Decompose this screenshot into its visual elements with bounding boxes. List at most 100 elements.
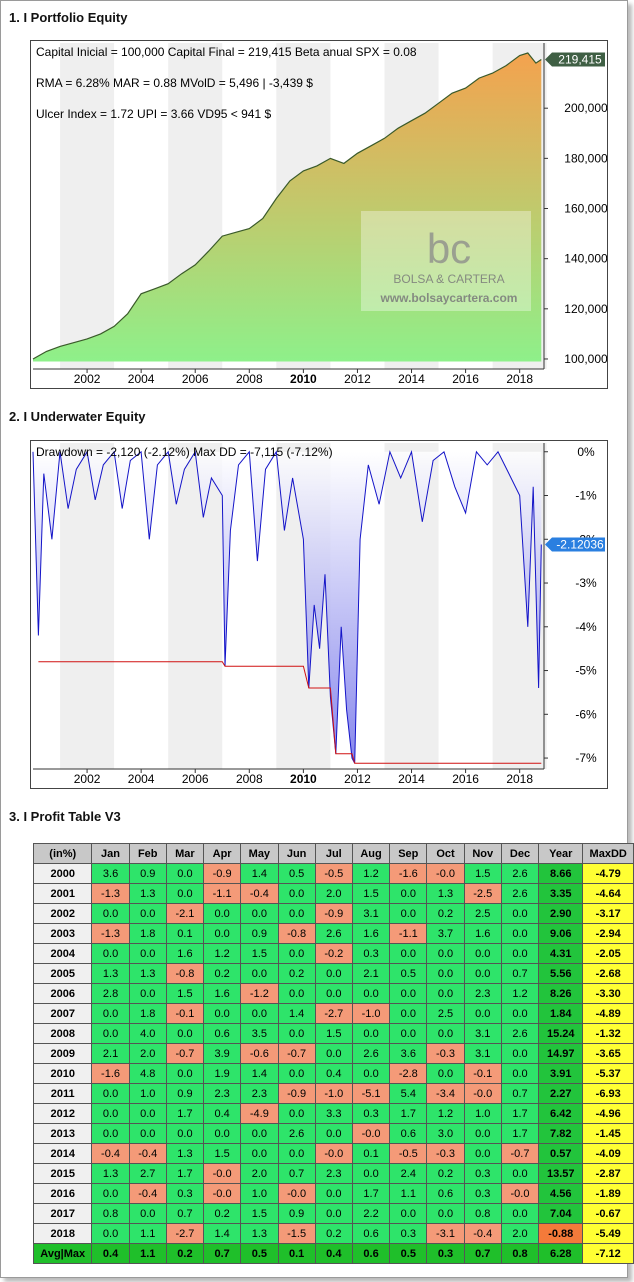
year-band — [60, 43, 115, 369]
month-cell: 0.8 — [500, 1243, 540, 1264]
underwater-last-label: -2.12036 — [556, 538, 604, 552]
month-cell: -0.7 — [165, 1043, 205, 1064]
maxdd-cell: -4.09 — [582, 1143, 634, 1164]
month-cell: -0.2 — [314, 943, 353, 964]
month-cell: 0.2 — [203, 963, 242, 984]
month-cell: -2.8 — [389, 1063, 428, 1084]
month-cell: 0.0 — [91, 1123, 130, 1144]
month-cell: 0.0 — [165, 1123, 205, 1144]
month-cell: -3.4 — [426, 1083, 465, 1104]
max-drawdown-line — [38, 661, 542, 764]
month-cell: 2.6 — [351, 1043, 391, 1064]
month-cell: 3.7 — [426, 923, 465, 944]
month-cell: 0.9 — [240, 923, 279, 944]
month-cell: 0.0 — [500, 1043, 540, 1064]
month-cell: 0.0 — [128, 1203, 167, 1224]
year-total-cell: 13.57 — [538, 1163, 584, 1184]
year-total-cell: 6.42 — [538, 1103, 584, 1124]
month-cell: 0.0 — [277, 1063, 316, 1084]
month-cell: -0.9 — [277, 1083, 316, 1104]
month-cell: -1.3 — [91, 923, 130, 944]
month-cell: 0.0 — [165, 1023, 205, 1044]
maxdd-cell: -1.45 — [582, 1123, 634, 1144]
year-total-cell: 6.28 — [538, 1243, 584, 1264]
month-cell: -1.6 — [389, 863, 428, 884]
month-cell: 0.0 — [128, 943, 167, 964]
equity-area — [33, 53, 542, 362]
month-cell: 1.3 — [240, 1223, 279, 1244]
maxdd-cell: -3.30 — [582, 983, 634, 1004]
month-cell: 1.6 — [203, 983, 242, 1004]
month-cell: 1.3 — [128, 883, 167, 904]
month-cell: 1.2 — [500, 983, 540, 1004]
month-cell: 0.0 — [277, 883, 316, 904]
table-row: 2017 0.8 0.0 0.7 0.2 1.5 0.9 0.0 2.2 0.0 0.0 0.8 0.0… — [32, 1203, 634, 1224]
month-cell: 0.0 — [314, 963, 353, 984]
month-cell: 2.6 — [500, 883, 540, 904]
month-cell: 0.3 — [351, 943, 391, 964]
month-cell: 1.6 — [463, 923, 502, 944]
row-year: 2010 — [32, 1063, 93, 1084]
month-cell: 0.5 — [277, 863, 316, 884]
x-tick-label: 2010 — [290, 372, 317, 386]
month-cell: 2.1 — [91, 1043, 130, 1064]
month-cell: 0.0 — [314, 983, 353, 1004]
month-cell: 0.0 — [389, 943, 428, 964]
year-total-cell: 4.56 — [538, 1183, 584, 1204]
month-cell: 0.7 — [203, 1243, 242, 1264]
year-total-cell: 1.84 — [538, 1003, 584, 1024]
month-cell: 2.3 — [203, 1083, 242, 1104]
row-year: 2003 — [32, 923, 93, 944]
month-cell: 0.7 — [463, 1243, 502, 1264]
year-total-cell: 0.57 — [538, 1143, 584, 1164]
underwater-line — [32, 449, 542, 764]
month-cell: 0.7 — [500, 963, 540, 984]
month-cell: 0.0 — [463, 1143, 502, 1164]
x-tick-label: 2004 — [128, 372, 155, 386]
month-cell: 1.3 — [165, 1143, 205, 1164]
year-total-cell: 8.26 — [538, 983, 584, 1004]
month-cell: 0.0 — [463, 963, 502, 984]
month-cell: 0.0 — [91, 1103, 130, 1124]
month-cell: 0.2 — [426, 1163, 465, 1184]
month-cell: 1.0 — [463, 1103, 502, 1124]
month-cell: 0.3 — [426, 1243, 465, 1264]
month-cell: 3.6 — [389, 1043, 428, 1064]
month-cell: -0.9 — [314, 903, 353, 924]
month-cell: 0.0 — [463, 1003, 502, 1024]
underwater-stat-line1: Drawdown = -2,120 (-2.12%) Max DD = -7,1… — [36, 445, 333, 459]
month-cell: -0.8 — [277, 923, 316, 944]
month-cell: 2.6 — [500, 863, 540, 884]
month-cell: 0.1 — [277, 1243, 316, 1264]
column-header: May — [240, 843, 279, 864]
row-year: 2006 — [32, 983, 93, 1004]
table-row: 2011 0.0 1.0 0.9 2.3 2.3 -0.9 -1.0 -5.1 5.4 -3.4 -0… — [32, 1083, 634, 1104]
month-cell: 1.5 — [314, 1023, 353, 1044]
month-cell: -0.0 — [351, 1123, 391, 1144]
column-header: Year — [538, 843, 584, 864]
row-year: 2012 — [32, 1103, 93, 1124]
month-cell: 2.7 — [128, 1163, 167, 1184]
x-tick-label: 2002 — [74, 372, 101, 386]
month-cell: 0.7 — [277, 1163, 316, 1184]
underwater-section-title: 2. I Underwater Equity — [9, 409, 146, 424]
month-cell: 0.0 — [426, 943, 465, 964]
maxdd-cell: -1.89 — [582, 1183, 634, 1204]
column-header: (in%) — [32, 843, 93, 864]
month-cell: 2.8 — [91, 983, 130, 1004]
month-cell: 1.9 — [203, 1063, 242, 1084]
month-cell: 0.0 — [351, 1023, 391, 1044]
column-header: Nov — [463, 843, 502, 864]
month-cell: -1.5 — [277, 1223, 316, 1244]
y-tick-label: -1% — [575, 489, 597, 503]
row-year: 2001 — [32, 883, 93, 904]
y-tick-label: 0% — [577, 445, 595, 459]
month-cell: 0.8 — [91, 1203, 130, 1224]
month-cell: -0.4 — [240, 883, 279, 904]
month-cell: 0.0 — [128, 983, 167, 1004]
month-cell: -2.1 — [165, 903, 205, 924]
month-cell: 1.8 — [128, 1003, 167, 1024]
month-cell: 0.0 — [91, 943, 130, 964]
month-cell: 0.0 — [389, 1003, 428, 1024]
watermark-logo: bc — [427, 225, 471, 272]
